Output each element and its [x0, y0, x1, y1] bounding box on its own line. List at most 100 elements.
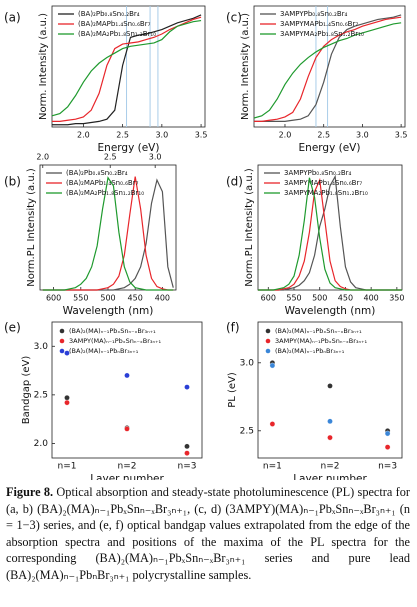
legend-label: 3AMPYMA₂Pb₁.₈Sn₁.₂Br₁₀ — [284, 189, 368, 197]
legend-label: 3AMPYPb₀.₈Sn₀.₂Br₄ — [280, 10, 348, 18]
series-line — [254, 16, 402, 122]
x-tick-label: 3.0 — [155, 131, 168, 140]
x-axis-label: Wavelength (nm) — [285, 305, 376, 317]
x-tick-label: 3.0 — [356, 131, 369, 140]
y-axis-label: Norm. Intensity (a.u.) — [240, 13, 251, 120]
legend-marker — [59, 348, 65, 354]
plot-frame — [253, 5, 406, 128]
legend-marker — [265, 338, 271, 344]
x-axis-label: Energy (eV) — [299, 142, 361, 154]
data-point — [184, 450, 190, 456]
legend-label: (BA)₂Pb₀.₈Sn₀.₂Br₄ — [78, 10, 140, 18]
data-point — [184, 443, 190, 450]
legend-label: 3AMPY(MA)ₙ₋₁PbₓSnₙ₋ₓBr₃ₙ₊₁ — [69, 337, 162, 345]
data-point — [269, 362, 276, 369]
x-tick-label: n=2 — [118, 462, 137, 472]
panel-label: (e) — [4, 321, 21, 335]
legend-label: 3AMPYMA₂Pb₁.₈Sn₁.₂Br₁₀ — [280, 30, 364, 38]
legend-marker — [59, 338, 65, 344]
legend-label: (BA)₂(MA)ₙ₋₁PbₙBr₃ₙ₊₁ — [69, 347, 139, 355]
legend-label: (BA)₂MA₂Pb₁.₈Sn₁.₂Br₁₀ — [66, 189, 144, 197]
data-point — [327, 383, 333, 389]
x-tick-label: 450 — [338, 294, 353, 303]
y-tick-label: 2.5 — [34, 390, 48, 400]
x2-tick-label: 3.0 — [149, 153, 162, 162]
x-axis-label: Wavelength (nm) — [63, 305, 154, 317]
panel-label: (d) — [226, 175, 243, 189]
x-tick-label: n=3 — [378, 462, 397, 472]
x-axis-label: Layer number — [90, 473, 164, 480]
plot-frame — [51, 321, 203, 459]
x-tick-label: n=1 — [58, 462, 77, 472]
y-tick-label: 2.0 — [34, 439, 49, 449]
x-tick-label: n=2 — [321, 462, 340, 472]
x-tick-label: 450 — [128, 294, 143, 303]
x-tick-label: 550 — [73, 294, 88, 303]
data-point — [327, 434, 333, 441]
x-axis-label: Layer number — [293, 473, 367, 480]
panel-label: (b) — [4, 175, 21, 189]
caption: Figure 8. Optical absorption and steady-… — [6, 484, 410, 584]
data-point — [184, 384, 190, 390]
x-tick-label: 3.5 — [395, 131, 408, 140]
series-line — [42, 176, 174, 291]
legend-label: (BA)₂MAPb₁.₄Sn₀.₆Br₇ — [78, 20, 151, 28]
data-point — [384, 430, 391, 437]
series-line — [52, 14, 202, 126]
panel-label: (f) — [226, 321, 240, 335]
y-axis-label: PL (eV) — [227, 372, 238, 408]
y-axis-label: Bandgap (eV) — [21, 356, 32, 425]
series-line — [51, 19, 202, 117]
x-tick-label: n=3 — [178, 462, 197, 472]
x-tick-label: 3.5 — [195, 131, 208, 140]
panel-label: (c) — [226, 11, 242, 25]
legend-marker — [265, 328, 271, 334]
data-point — [64, 394, 70, 401]
x-tick-label: 400 — [364, 294, 379, 303]
data-point — [64, 399, 70, 406]
y-axis-label: Norm.PL Intensity (a.u.) — [26, 168, 37, 287]
legend-label: (BA)₂(MA)ₙ₋₁PbₙBr₃ₙ₊₁ — [275, 347, 345, 355]
legend-label: 3AMPYPb₀.₈Sn₀.₂Br₄ — [284, 169, 352, 177]
legend-label: 3AMPYMAPb₁.₄Sn₀.₆Br₇ — [284, 179, 362, 187]
panel-label: (a) — [4, 11, 21, 25]
legend-label: 3AMPY(MA)ₙ₋₁PbₓSnₙ₋ₓBr₃ₙ₊₁ — [275, 337, 368, 345]
legend-label: (BA)₂MAPb₁.₄Sn₀.₆Br₇ — [66, 179, 139, 187]
caption-label: Figure 8. — [6, 485, 54, 499]
x-tick-label: 2.5 — [317, 131, 330, 140]
data-point — [124, 372, 130, 379]
caption-text: Optical absorption and steady-state phot… — [6, 485, 410, 582]
plot-frame — [257, 321, 403, 459]
x-tick-label: 400 — [155, 294, 170, 303]
y-axis-label: Norm. Intensity (a.u.) — [38, 13, 49, 120]
series-line — [258, 177, 402, 291]
legend-label: (BA)₂Pb₀.₈Sn₀.₂Br₄ — [66, 169, 128, 177]
legend-label: (BA)₂MA₂Pb₁.₈Sn₁.₂Br₁₀ — [78, 30, 156, 38]
x-tick-label: 500 — [100, 294, 115, 303]
x-tick-label: 600 — [46, 294, 61, 303]
legend-marker — [59, 328, 65, 334]
series-line — [253, 22, 402, 119]
plot-frame — [51, 5, 206, 128]
y-tick-label: 3.0 — [34, 342, 49, 352]
data-point — [269, 421, 276, 427]
y-tick-label: 3.0 — [240, 358, 255, 368]
data-point — [384, 444, 391, 450]
legend-label: 3AMPYMAPb₁.₄Sn₀.₆Br₇ — [280, 20, 358, 28]
x-tick-label: 500 — [312, 294, 327, 303]
data-point — [327, 418, 333, 425]
data-point — [124, 426, 130, 432]
legend-marker — [265, 348, 271, 354]
plot-frame — [257, 164, 403, 291]
y-tick-label: 2.5 — [240, 426, 254, 436]
legend-label: (BA)₂(MA)ₙ₋₁PbₓSnₙ₋ₓBr₃ₙ₊₁ — [275, 327, 362, 335]
x2-tick-label: 2.5 — [104, 153, 117, 162]
figure: (a) Energy (eV) Norm. Intensity (a.u.) 2.0 2… — [4, 5, 408, 480]
data-point — [64, 350, 70, 356]
x-tick-label: 2.0 — [279, 131, 292, 140]
x-tick-label: 600 — [261, 294, 276, 303]
legend-label: (BA)₂(MA)ₙ₋₁PbₓSnₙ₋ₓBr₃ₙ₊₁ — [69, 327, 156, 335]
y-axis-label: Norm.PL Intensity (a.u.) — [244, 168, 255, 287]
x-axis-label: Energy (eV) — [98, 142, 160, 154]
